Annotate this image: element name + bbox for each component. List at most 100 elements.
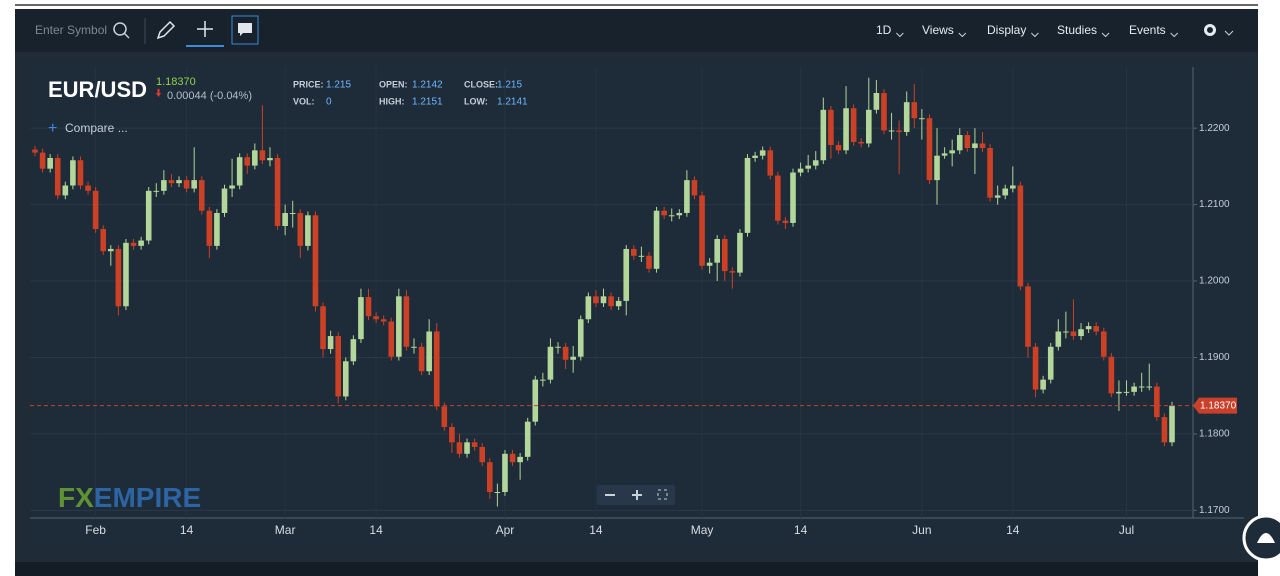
stat-label: PRICE: <box>293 79 324 89</box>
candle-body <box>1025 286 1031 347</box>
candle-body <box>282 213 288 226</box>
candle-body <box>1078 329 1084 337</box>
candle-body <box>1093 326 1099 332</box>
candle-body <box>161 180 167 191</box>
candle-body <box>593 296 599 304</box>
compare-plus[interactable]: + <box>48 120 57 137</box>
candle-body <box>130 242 137 246</box>
candle-body <box>418 346 425 372</box>
candle-body <box>62 185 69 196</box>
candle-body <box>77 160 84 186</box>
candle-body <box>729 271 736 273</box>
candle-body <box>608 296 614 307</box>
candle-body <box>517 456 523 463</box>
candle-body <box>487 462 493 493</box>
candle-body <box>449 427 455 443</box>
candle-body <box>615 300 622 307</box>
candle-body <box>115 248 122 307</box>
candle-body <box>176 180 182 184</box>
candle-body <box>1085 326 1092 330</box>
stat-label: OPEN: <box>379 79 408 89</box>
candle-body <box>820 109 827 161</box>
chat-icon <box>1257 533 1275 543</box>
candle-body <box>1161 417 1168 443</box>
candle-body <box>32 149 38 153</box>
candle-body <box>1063 331 1069 333</box>
candle-body <box>1040 379 1046 390</box>
down-arrow <box>156 89 161 97</box>
crosshair-icon[interactable] <box>197 21 213 37</box>
candle-body <box>274 157 281 226</box>
x-tick-label: 14 <box>589 523 603 537</box>
candle-body <box>358 297 364 340</box>
fullscreen[interactable] <box>657 489 668 500</box>
candle-body <box>214 213 220 246</box>
menu-item[interactable]: 1D <box>876 23 892 37</box>
search-icon[interactable] <box>113 22 130 39</box>
candle-body <box>812 160 819 166</box>
candle-body <box>191 180 197 189</box>
candle-body <box>236 157 243 186</box>
settings-icon[interactable] <box>1204 24 1216 36</box>
candle-body <box>790 172 796 223</box>
menu-item[interactable]: Events <box>1129 23 1166 37</box>
candle-body <box>1032 346 1039 390</box>
candle-body <box>866 109 872 144</box>
candle-body <box>562 346 569 360</box>
candle-body <box>699 195 705 266</box>
draw-icon[interactable] <box>156 20 176 40</box>
candle-body <box>623 248 630 301</box>
candle-body <box>464 442 470 454</box>
stat-value: 1.215 <box>497 80 522 91</box>
candle-body <box>426 331 432 372</box>
candle-body <box>956 135 963 151</box>
y-tick-label: 1.1900 <box>1199 352 1230 363</box>
candle-body <box>540 379 546 381</box>
candle-body <box>502 453 508 493</box>
candle-body <box>289 213 296 215</box>
candle-body <box>524 421 531 457</box>
menu-chevron <box>1170 32 1179 38</box>
candle-body <box>873 92 880 110</box>
menu-item[interactable]: Display <box>987 23 1026 37</box>
candle-body <box>684 180 690 214</box>
candle-body <box>600 296 607 304</box>
candle-body <box>714 238 720 263</box>
candle-body <box>198 180 205 211</box>
stat-value: 1.215 <box>326 80 351 91</box>
candle-body <box>843 108 849 151</box>
candle-body <box>964 135 971 149</box>
candle-body <box>206 210 213 246</box>
zoom-in[interactable] <box>632 490 642 500</box>
candle-body <box>312 215 319 307</box>
candle-body <box>267 157 273 161</box>
watermark: FXEMPIRE <box>58 482 201 513</box>
candle-body <box>1017 185 1024 287</box>
y-tick-label: 1.2200 <box>1199 123 1230 134</box>
candle-body <box>327 336 334 350</box>
candle-body <box>305 215 311 246</box>
menu-item[interactable]: Views <box>922 23 954 37</box>
stat-value: 1.2142 <box>412 80 443 91</box>
stat-value: 1.2141 <box>497 97 528 108</box>
candle-body <box>54 157 61 196</box>
symbol-input[interactable]: Enter Symbol <box>35 23 107 37</box>
candle-body <box>706 262 713 266</box>
candle-body <box>653 210 660 269</box>
compare-link[interactable]: Compare ... <box>65 121 128 135</box>
candle-body <box>342 361 349 397</box>
menu-item[interactable]: Studies <box>1057 23 1097 37</box>
candle-body <box>532 379 539 422</box>
candle-body <box>320 306 326 350</box>
candle-body <box>911 102 918 119</box>
candle-body <box>570 356 576 360</box>
candle-body <box>153 190 160 192</box>
candle-body <box>221 188 228 214</box>
stat-value: 0 <box>326 97 332 108</box>
candle-body <box>297 213 304 246</box>
candle-body <box>828 109 834 145</box>
candle-body <box>759 150 766 156</box>
candle-body <box>479 446 486 463</box>
candle-body <box>767 150 774 176</box>
